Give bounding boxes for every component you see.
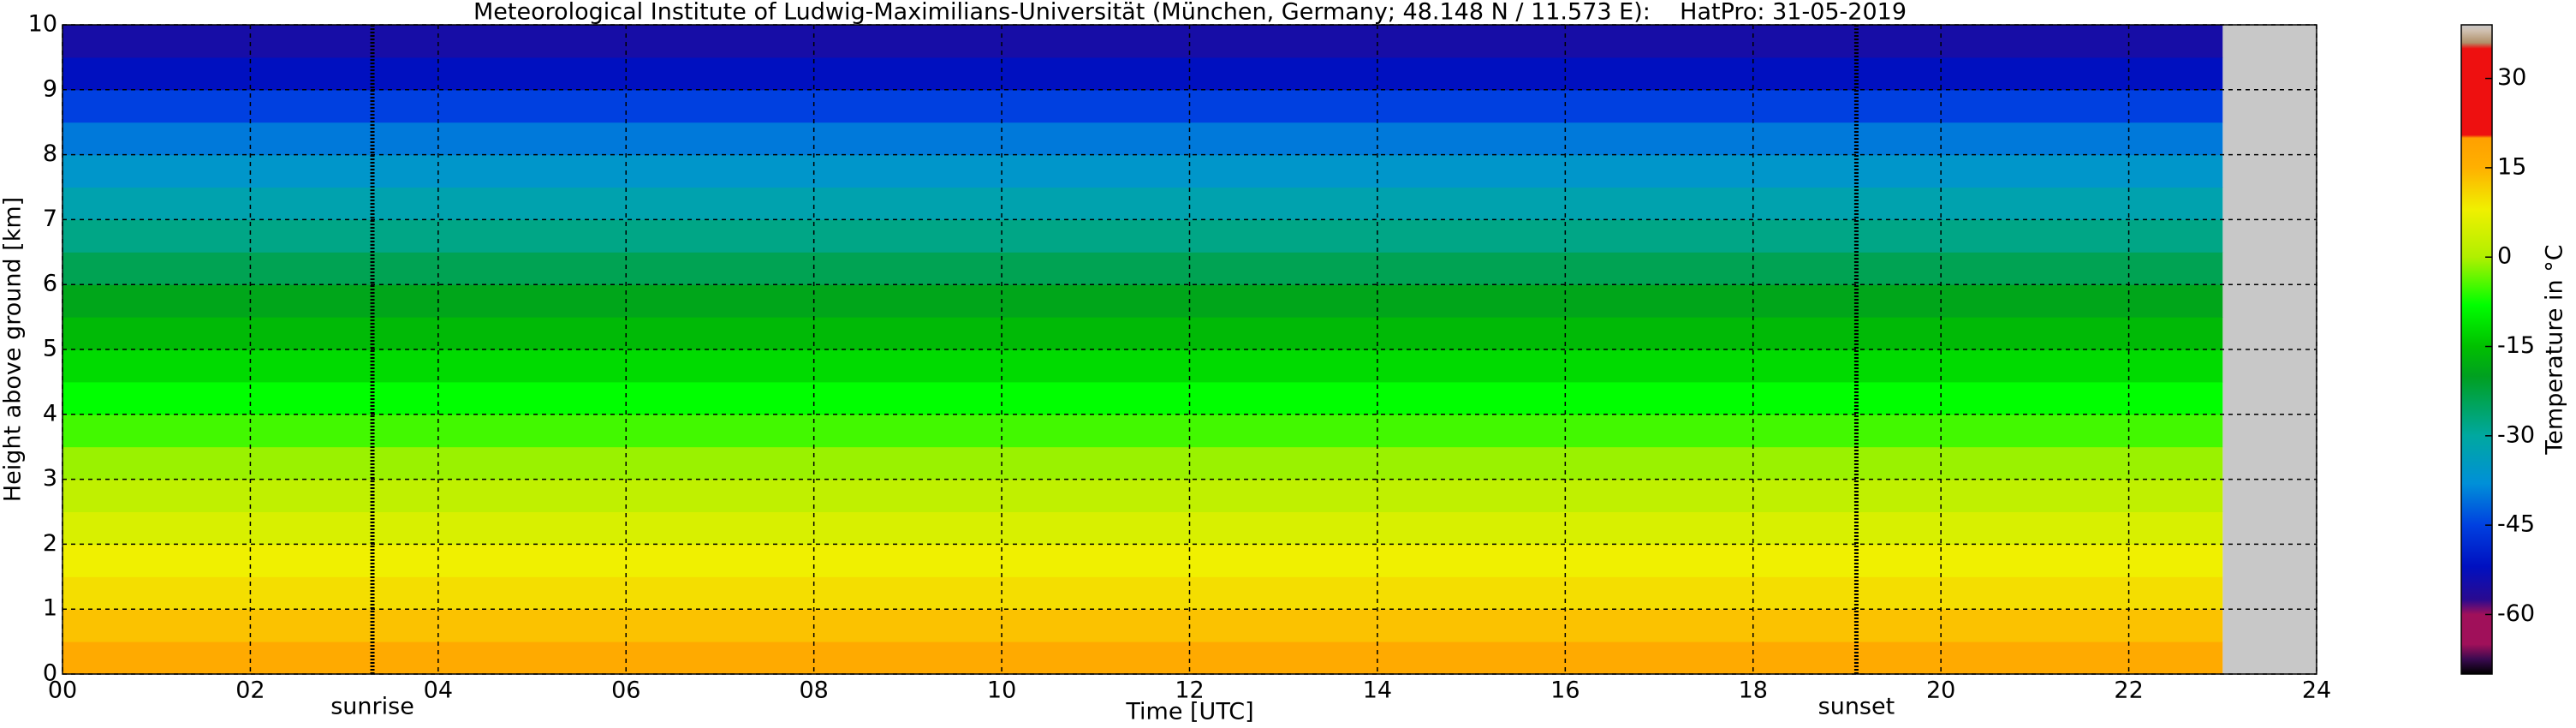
colorbar-tick-label: 30 [2497,64,2526,91]
y-tick-label: 2 [43,530,57,557]
heatmap-cell [62,609,2223,642]
x-tick-label: 00 [48,677,77,704]
heatmap-cell [62,187,2223,220]
colorbar [2460,24,2493,675]
heatmap-cell [62,576,2223,610]
heatmap-cell [62,381,2223,415]
x-tick-label: 12 [1175,677,1204,704]
x-tick-label: 16 [1550,677,1580,704]
colorbar-tick-label: -15 [2497,332,2535,359]
x-tick-label: 14 [1363,677,1392,704]
x-tick-label: 02 [235,677,265,704]
y-tick-label: 0 [43,660,57,687]
y-tick-label: 1 [43,595,57,622]
y-tick-label: 10 [28,11,57,38]
annotation-label: sunrise [330,694,414,720]
x-tick-label: 20 [1926,677,1955,704]
x-tick-label: 18 [1739,677,1768,704]
heatmap-cell [62,446,2223,480]
y-tick-label: 6 [43,271,57,297]
y-axis-label: Height above ground [km] [0,197,27,502]
plot-frame [62,24,2317,675]
y-tick-label: 3 [43,465,57,492]
colorbar-tick-label: 15 [2497,153,2526,180]
heatmap-cell [62,641,2223,675]
colorbar-label: Temperature in °C [2542,244,2568,455]
colorbar-tick-label: 0 [2497,243,2512,270]
y-tick-label: 5 [43,336,57,362]
heatmap-cell [62,57,2223,91]
y-tick-label: 9 [43,75,57,102]
heatmap-cell [62,479,2223,512]
chart-title: Meteorological Institute of Ludwig-Maxim… [473,0,1907,26]
x-tick-label: 22 [2114,677,2143,704]
colorbar-tick-label: -60 [2497,600,2535,627]
colorbar-tick-label: -45 [2497,511,2535,538]
heatmap-cell [62,544,2223,577]
heatmap-cell [62,219,2223,253]
y-tick-label: 8 [43,140,57,167]
x-tick-label: 10 [987,677,1016,704]
heatmap-cell [62,122,2223,156]
missing-data [2222,25,2317,674]
y-tick-label: 7 [43,206,57,232]
heatmap-cell [62,511,2223,545]
x-tick-label: 06 [611,677,640,704]
x-axis-label: Time [UTC] [1125,699,1253,725]
colorbar-tick-label: -30 [2497,421,2535,448]
heatmap-cell [62,252,2223,285]
heatmap-cell [62,154,2223,188]
y-tick-label: 4 [43,400,57,427]
heatmap-cell [62,349,2223,383]
heatmap-cell [62,89,2223,123]
heatmap-cell [62,317,2223,350]
heatmap-cell [62,414,2223,448]
heatmap-cell [62,25,2223,58]
annotation-label: sunset [1818,694,1895,720]
heatmap-cell [62,284,2223,318]
x-tick-label: 24 [2302,677,2331,704]
x-tick-label: 04 [424,677,453,704]
x-tick-label: 08 [799,677,828,704]
